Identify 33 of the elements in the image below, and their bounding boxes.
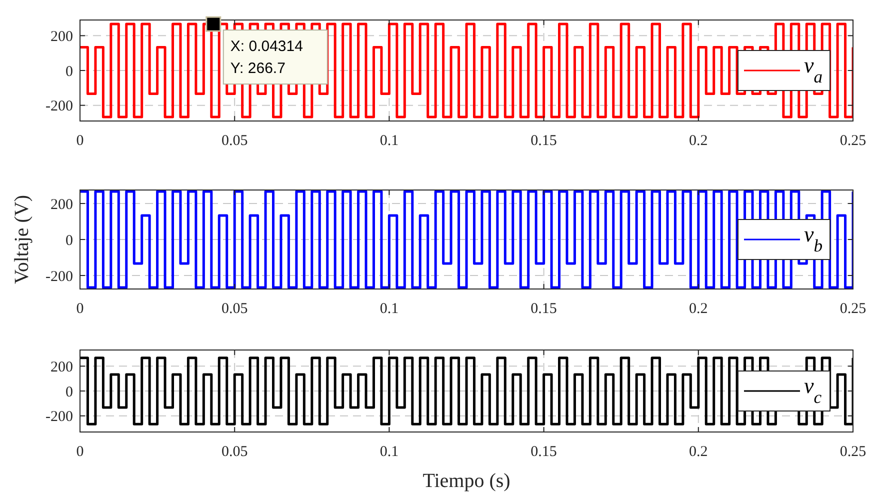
y-tick-label: -200 [46,98,73,115]
x-tick-label: 0.05 [221,301,248,317]
x-tick-label: 0.05 [221,444,248,460]
x-tick-label: 0.25 [840,301,866,317]
x-axis-title: Tiempo (s) [422,470,510,492]
x-tick-label: 0.2 [689,301,708,317]
y-tick-label: -200 [46,409,73,426]
x-tick-label: 0 [76,133,84,149]
x-tick-label: 0.1 [380,301,399,317]
legend-label: v$_{a}$ [804,52,823,86]
x-tick-label: 0.15 [530,301,557,317]
x-tick-label: 0.1 [380,444,399,460]
x-tick-label: 0.2 [689,444,708,460]
y-tick-label: -200 [46,268,73,285]
x-tick-label: 0.1 [380,133,399,149]
x-tick-label: 0.05 [221,133,248,149]
y-axis-title: Voltaje (V) [11,194,33,284]
x-tick-label: 0.2 [689,133,708,149]
annotation: X: 0.04314 Y: 266.7 [230,38,303,78]
y-tick-label: 0 [66,64,73,80]
x-tick-label: 0.15 [530,444,557,460]
y-tick-label: 200 [50,359,73,376]
y-tick-label: 0 [66,232,73,249]
legend-label: v$_{c}$ [804,373,822,407]
x-tick-label: 0.15 [530,133,557,149]
x-tick-label: 0 [76,444,84,460]
y-tick-label: 200 [50,196,73,213]
legend-label: v$_{b}$ [804,222,823,256]
x-tick-label: 0.25 [840,133,866,149]
x-tick-label: 0 [76,301,84,317]
y-tick-label: 0 [66,384,73,400]
y-tick-label: 200 [50,28,73,45]
x-tick-label: 0.25 [840,444,866,460]
